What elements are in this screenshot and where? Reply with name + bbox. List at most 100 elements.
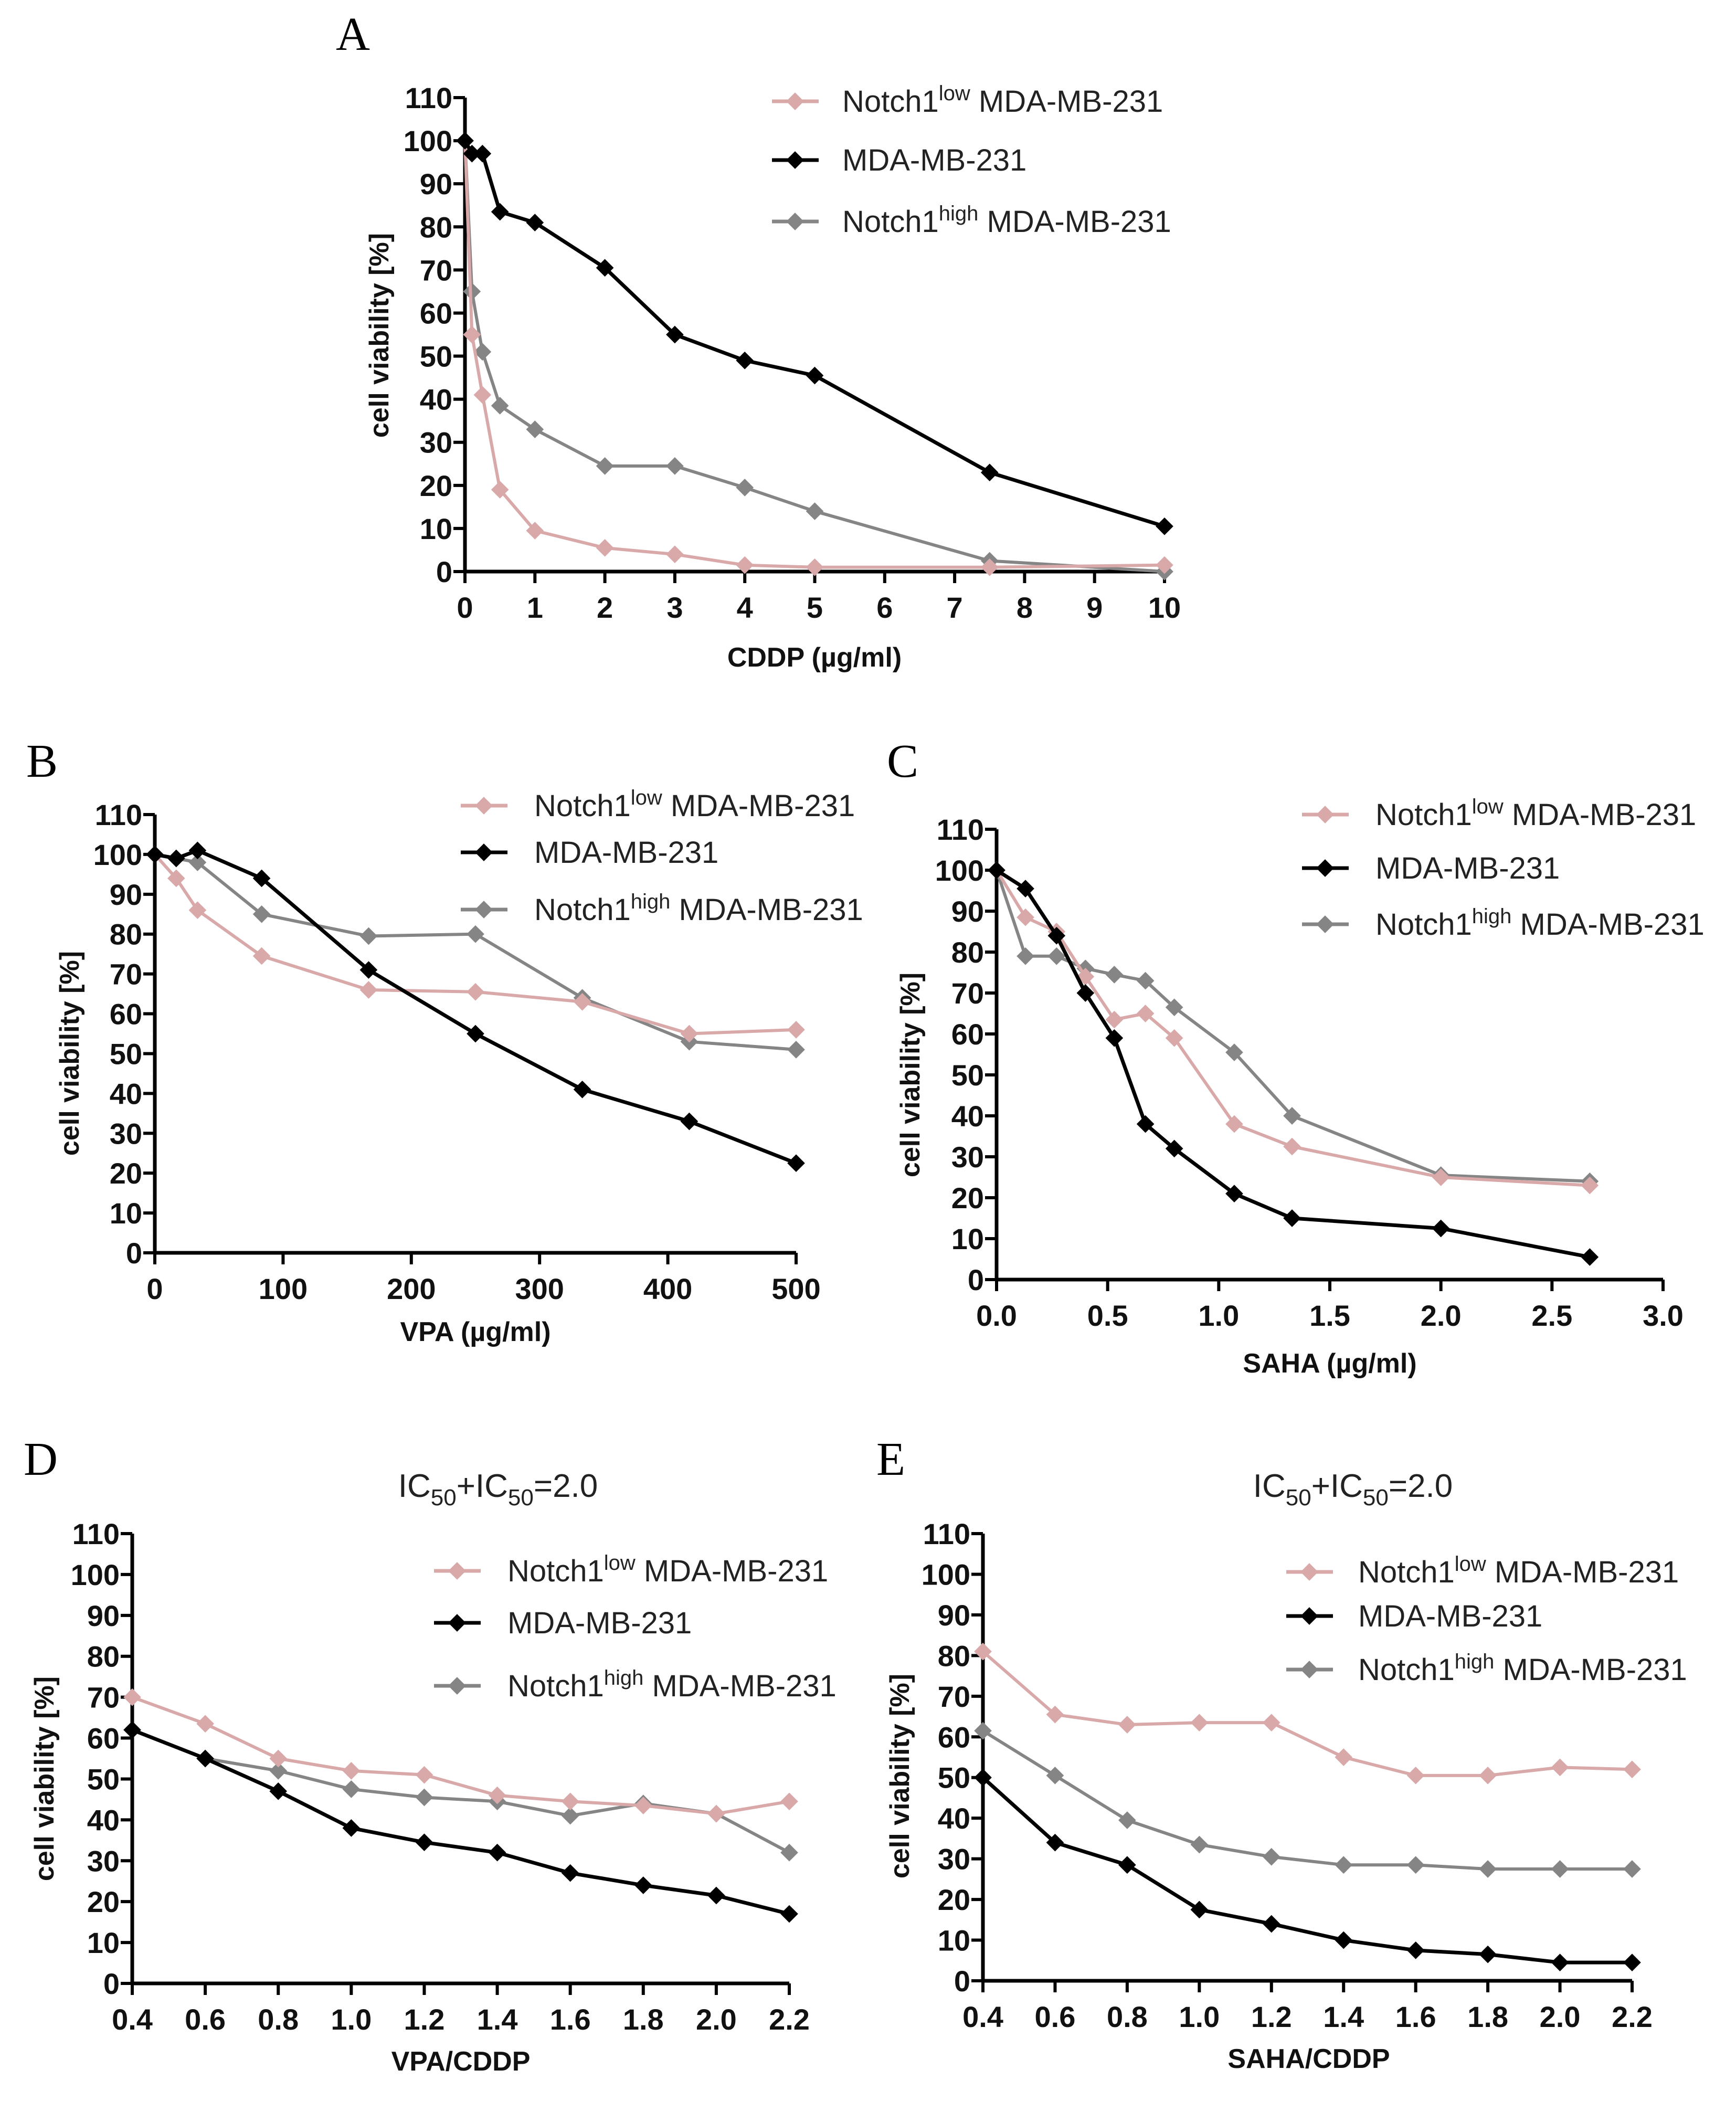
x-tick-label: 0.4	[112, 2003, 153, 2036]
legend-label-suffix: MDA-MB-231	[1511, 907, 1704, 942]
data-point-low	[1406, 1767, 1425, 1784]
legend-swatch-marker	[475, 901, 493, 918]
title-part: =2.0	[534, 1468, 598, 1504]
data-point-high	[666, 457, 684, 475]
legend-label: Notch1high MDA-MB-231	[842, 202, 1171, 239]
x-tick-label: 2.2	[769, 2003, 810, 2036]
legend-label-base: MDA-MB-231	[842, 143, 1026, 177]
data-point-low	[634, 1797, 652, 1814]
legend-swatch-marker	[475, 797, 493, 815]
data-point-parent	[1046, 1833, 1064, 1852]
data-point-low	[680, 1025, 698, 1043]
y-axis-label: cell viability [%]	[885, 1674, 915, 1878]
y-tick-label: 110	[937, 813, 984, 846]
data-point-parent	[736, 351, 754, 369]
legend-item-high: Notch1high MDA-MB-231	[1286, 1650, 1687, 1687]
x-tick-label: 0.4	[962, 2000, 1003, 2033]
x-axis-label: CDDP (µg/ml)	[727, 642, 902, 673]
panel-B: B 0 10 20 30 40 50 60 70 80 90 100 110 0 100 200 300 400 5…	[26, 735, 863, 1347]
y-tick-label: 100	[93, 838, 142, 871]
legend-label-superscript: high	[939, 202, 979, 225]
y-tick-label: 30	[110, 1117, 142, 1150]
legend-label: Notch1low MDA-MB-231	[1375, 795, 1696, 832]
data-point-high	[359, 927, 378, 945]
data-point-parent	[780, 1905, 798, 1923]
y-tick-label: 110	[923, 1517, 970, 1550]
legend-label-superscript: high	[1472, 905, 1512, 928]
legend-label-base: MDA-MB-231	[534, 836, 718, 870]
legend-label-suffix: MDA-MB-231	[643, 1669, 836, 1703]
x-tick-label: 1.5	[1309, 1299, 1350, 1332]
legend-label-base: MDA-MB-231	[1358, 1599, 1542, 1633]
legend-swatch-marker	[1316, 915, 1334, 933]
data-point-parent	[787, 1154, 805, 1173]
y-tick-label: 70	[420, 254, 452, 287]
data-point-low	[1136, 1005, 1155, 1022]
x-tick-label: 1.2	[404, 2003, 445, 2036]
x-tick-label: 8	[1017, 591, 1033, 624]
data-point-parent	[1262, 1915, 1280, 1933]
y-tick-label: 60	[420, 297, 452, 330]
legend-label-base: Notch1	[507, 1669, 604, 1703]
legend-label: MDA-MB-231	[507, 1606, 692, 1640]
legend-swatch-marker	[475, 843, 493, 861]
data-point-parent	[1406, 1941, 1425, 1959]
series-line-high	[982, 1729, 1632, 1871]
data-point-high	[467, 925, 484, 943]
data-point-parent	[634, 1876, 652, 1894]
series-line-parent	[996, 869, 1590, 1259]
y-tick-label: 30	[87, 1844, 120, 1877]
legend-item-low: Notch1low MDA-MB-231	[772, 82, 1163, 119]
y-tick-label: 60	[87, 1722, 120, 1755]
legend-label-suffix: MDA-MB-231	[1504, 798, 1696, 832]
legend-label-suffix: MDA-MB-231	[662, 789, 855, 823]
data-point-high	[491, 397, 509, 415]
data-point-low	[974, 1642, 992, 1661]
legend-item-low: Notch1low MDA-MB-231	[1286, 1553, 1679, 1589]
legend-item-low: Notch1low MDA-MB-231	[1302, 795, 1696, 832]
title-subscript: 50	[1363, 1485, 1389, 1511]
x-tick-label: 2.0	[1540, 2000, 1581, 2033]
data-point-low	[787, 1021, 805, 1039]
data-point-high	[1046, 1767, 1064, 1784]
legend-label-base: Notch1	[1358, 1555, 1455, 1589]
y-tick-label: 0	[968, 1263, 984, 1296]
x-tick-label: 0	[457, 591, 473, 624]
legend-swatch-marker	[1300, 1661, 1318, 1678]
data-point-high	[1623, 1860, 1641, 1878]
data-point-low	[415, 1766, 433, 1784]
x-tick-label: 400	[643, 1272, 692, 1305]
data-point-low	[467, 983, 484, 1001]
legend-item-low: Notch1low MDA-MB-231	[461, 786, 855, 823]
y-tick-label: 10	[938, 1924, 970, 1957]
legend-label-superscript: low	[1472, 795, 1504, 818]
data-point-high	[188, 853, 207, 871]
legend-label: Notch1low MDA-MB-231	[842, 82, 1163, 119]
y-tick-label: 40	[110, 1077, 142, 1110]
data-point-parent	[1432, 1219, 1450, 1238]
data-point-parent	[1156, 517, 1173, 535]
data-point-high	[1047, 947, 1066, 965]
y-tick-label: 50	[110, 1037, 142, 1070]
data-point-low	[666, 545, 684, 563]
y-tick-label: 90	[951, 895, 984, 928]
data-point-low	[342, 1762, 361, 1780]
data-point-low	[473, 386, 492, 404]
data-point-high	[252, 905, 271, 923]
data-point-low	[463, 325, 481, 344]
data-point-low	[596, 539, 614, 557]
legend-label: Notch1high MDA-MB-231	[507, 1666, 837, 1703]
legend-label-superscript: low	[631, 786, 662, 809]
data-point-parent	[1017, 880, 1034, 897]
legend-label-suffix: MDA-MB-231	[1486, 1555, 1679, 1589]
data-point-low	[1581, 1176, 1599, 1195]
data-point-high	[1225, 1043, 1243, 1061]
data-point-parent	[415, 1833, 433, 1852]
legend-label-base: Notch1	[1375, 907, 1472, 942]
legend-label: Notch1high MDA-MB-231	[1358, 1650, 1687, 1687]
title-part: +IC	[1311, 1468, 1363, 1504]
title-subscript: 50	[508, 1485, 534, 1511]
data-point-high	[787, 1041, 805, 1059]
panel-letter: D	[24, 1433, 58, 1485]
data-point-parent	[707, 1886, 725, 1905]
